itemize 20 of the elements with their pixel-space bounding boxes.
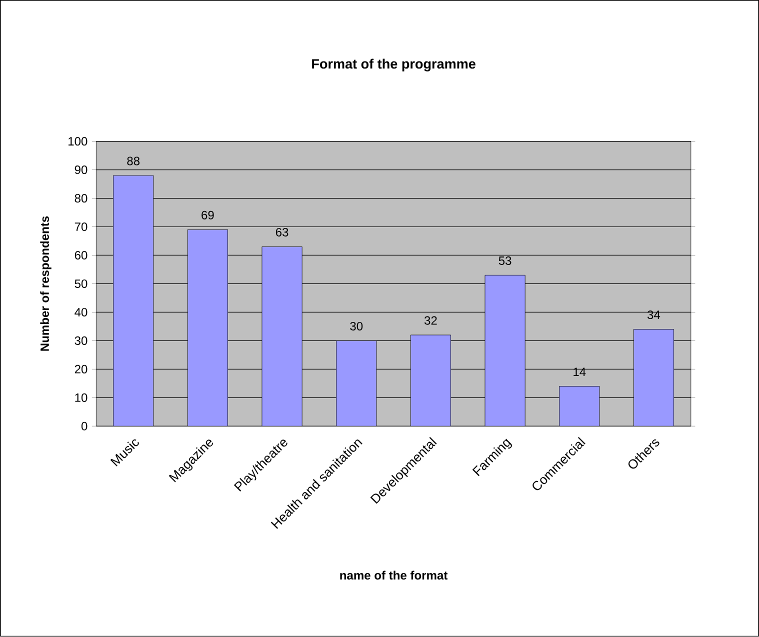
- y-tick-label: 100: [68, 137, 88, 146]
- data-label: 69: [202, 211, 214, 220]
- x-axis-title: name of the format: [340, 570, 448, 580]
- y-tick-label: 70: [74, 222, 88, 232]
- y-tick-label: 10: [75, 394, 88, 402]
- data-label: 53: [498, 256, 512, 266]
- y-axis-title: Number of respondents: [40, 216, 52, 351]
- chart-title: Format of the programme: [312, 58, 476, 72]
- y-tick-label: 60: [74, 251, 88, 260]
- data-label: 32: [424, 316, 437, 325]
- y-tick-label: 40: [74, 308, 88, 317]
- y-tick-label: 30: [74, 336, 88, 346]
- data-label: 63: [276, 228, 288, 237]
- y-tick-label: 80: [74, 194, 88, 203]
- y-tick-label: 50: [74, 280, 88, 288]
- y-tick-label: 90: [74, 166, 88, 174]
- data-label: 30: [350, 322, 363, 331]
- data-label: 88: [127, 156, 140, 166]
- y-tick-label: 20: [74, 365, 88, 374]
- y-tick-label: 0: [81, 422, 88, 431]
